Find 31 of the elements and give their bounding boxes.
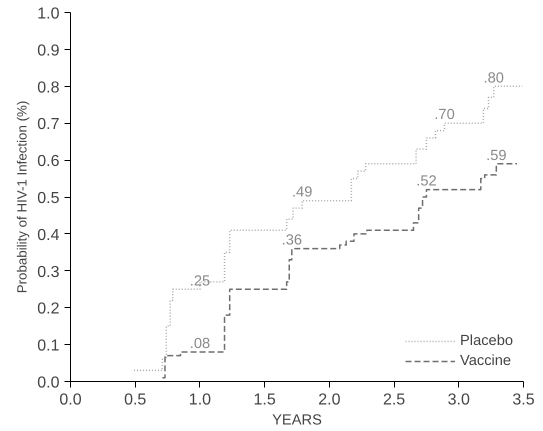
annotation: .49 <box>292 184 312 201</box>
annotation: .80 <box>484 70 504 86</box>
legend-label: Placebo <box>460 333 513 349</box>
x-tick-label: 1.5 <box>254 392 276 408</box>
y-tick-label: 0.7 <box>37 116 60 134</box>
y-tick-label: 0.3 <box>37 264 60 281</box>
x-tick-label: 0.5 <box>124 392 146 408</box>
y-tick-label: 0.2 <box>37 300 60 318</box>
annotation: .36 <box>282 232 302 249</box>
y-tick-label: 0.5 <box>37 190 60 207</box>
annotation: .70 <box>434 107 455 124</box>
y-axis-title: Probability of HIV-1 Infection (%) <box>14 100 30 294</box>
x-tick-label: 1.0 <box>188 392 212 408</box>
y-tick-label: 0.9 <box>37 42 60 60</box>
x-tick-label: 2.5 <box>382 392 406 408</box>
x-tick-label: 3.5 <box>512 392 535 408</box>
x-tick-label: 3.0 <box>448 392 470 408</box>
y-tick-label: 0.8 <box>37 79 60 96</box>
x-tick-label: 0.0 <box>59 392 82 408</box>
y-tick-label: 0.0 <box>37 374 60 392</box>
y-tick-label: 0.1 <box>37 338 60 355</box>
x-axis-title: YEARS <box>272 412 322 428</box>
annotation: .52 <box>416 174 437 190</box>
annotation: .59 <box>486 148 507 164</box>
annotation: .25 <box>190 273 210 290</box>
annotation: .08 <box>190 336 210 352</box>
y-tick-label: 0.4 <box>37 226 60 244</box>
y-tick-label: 0.6 <box>37 153 60 170</box>
y-tick-label: 1.0 <box>37 6 60 22</box>
x-tick-label: 2.0 <box>318 392 341 408</box>
legend-label: Vaccine <box>460 353 512 369</box>
